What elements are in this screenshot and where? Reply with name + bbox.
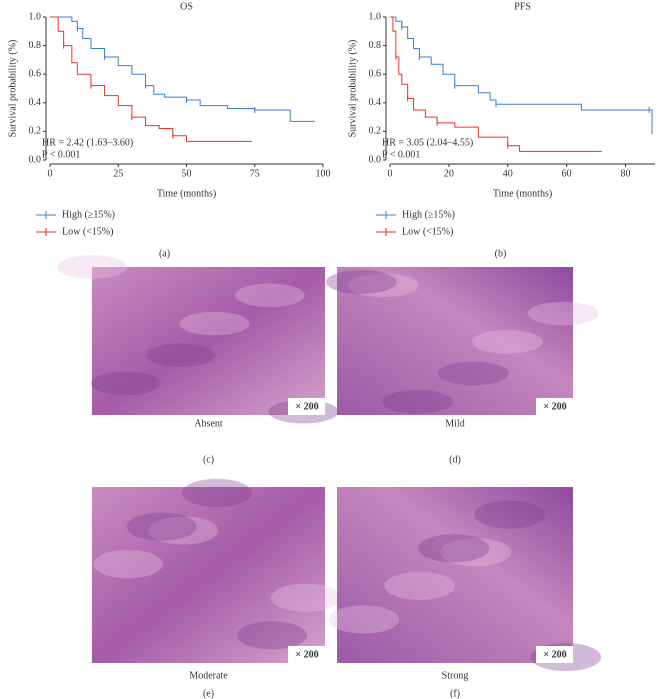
x-tick-label: 0 (48, 168, 53, 179)
tissue-texture (90, 371, 161, 396)
tissue-texture (57, 255, 127, 279)
image-caption: Mild (445, 418, 464, 429)
y-tick-label: 0.2 (29, 126, 42, 137)
annotation: HR = 2.42 (1.63–3.60) (42, 137, 133, 148)
tissue-texture (440, 538, 512, 567)
tissue-texture (437, 361, 509, 386)
tissue-texture (325, 270, 397, 294)
tissue-texture (93, 550, 163, 579)
y-tick-label: 0.0 (29, 154, 42, 165)
survival-curve (50, 16, 253, 142)
annotation: P < 0.001 (42, 149, 80, 160)
y-tick-label: 0.6 (29, 68, 42, 79)
tissue-texture (181, 478, 252, 508)
x-tick-label: 50 (182, 168, 192, 179)
y-tick-label: 0.4 (369, 97, 382, 108)
x-tick-label: 25 (113, 168, 123, 179)
panel-label: (b) (495, 248, 507, 259)
y-tick-label: 0.4 (29, 97, 42, 108)
magnification-box (536, 398, 573, 415)
tissue-texture (474, 500, 546, 529)
panel-label: (e) (203, 688, 214, 699)
y-tick-label: 0.2 (369, 126, 382, 137)
tissue-texture (270, 583, 341, 612)
x-tick-label: 60 (562, 168, 572, 179)
survival-curve (390, 16, 602, 152)
x-tick-label: 100 (316, 168, 331, 179)
y-tick-label: 0.6 (369, 68, 382, 79)
y-axis-label: Survival probability (%) (347, 40, 358, 138)
y-tick-label: 0.0 (369, 154, 382, 165)
image-caption: Absent (194, 418, 223, 429)
x-axis-label: Time (months) (157, 188, 216, 199)
magnification-label: × 200 (295, 401, 318, 412)
x-tick-label: 40 (503, 168, 513, 179)
x-tick-label: 20 (444, 168, 454, 179)
tissue-texture (347, 273, 419, 298)
y-tick-label: 1.0 (29, 11, 42, 22)
tissue-texture (145, 343, 216, 367)
x-tick-label: 80 (621, 168, 631, 179)
tissue-texture (148, 516, 219, 545)
legend-label: Low (<15%) (402, 226, 453, 237)
tissue-texture (384, 571, 456, 600)
y-tick-label: 0.8 (369, 40, 382, 51)
magnification-box (536, 646, 573, 663)
image-caption: Strong (442, 670, 469, 681)
y-tick-label: 0.8 (29, 40, 42, 51)
panel-label: (a) (159, 248, 170, 259)
tissue-texture (328, 605, 400, 634)
tissue-texture (527, 301, 599, 326)
tissue-texture (471, 329, 543, 354)
annotation: HR = 3.05 (2.04–4.55) (382, 137, 473, 148)
histology-image (337, 487, 573, 663)
magnification-label: × 200 (295, 649, 318, 660)
legend-label: Low (<15%) (62, 226, 113, 237)
survival-curve (390, 16, 653, 135)
y-axis-label: Survival probability (%) (7, 40, 18, 138)
chart-title: PFS (514, 1, 531, 12)
tissue-texture (179, 311, 250, 336)
magnification-box (288, 398, 325, 415)
magnification-box (288, 646, 325, 663)
tissue-texture (234, 283, 305, 308)
panel-label: (c) (203, 454, 214, 465)
chart-title: OS (180, 1, 193, 12)
panel-label: (f) (450, 688, 460, 699)
legend-label: High (≥15%) (62, 209, 115, 220)
annotation: P < 0.001 (382, 149, 420, 160)
tissue-texture (237, 621, 308, 650)
histology-image (337, 267, 573, 415)
tissue-texture (418, 534, 490, 563)
image-caption: Moderate (189, 670, 228, 681)
tissue-texture (381, 389, 453, 414)
x-axis-label: Time (months) (493, 188, 552, 199)
panel-label: (d) (449, 454, 461, 465)
x-tick-label: 75 (250, 168, 260, 179)
survival-curve (50, 16, 315, 122)
x-tick-label: 0 (388, 168, 393, 179)
magnification-label: × 200 (543, 649, 566, 660)
tissue-texture (126, 512, 197, 541)
y-tick-label: 1.0 (369, 11, 382, 22)
histology-image (92, 487, 325, 663)
histology-image (92, 267, 325, 415)
magnification-label: × 200 (543, 401, 566, 412)
legend-label: High (≥15%) (402, 209, 455, 220)
